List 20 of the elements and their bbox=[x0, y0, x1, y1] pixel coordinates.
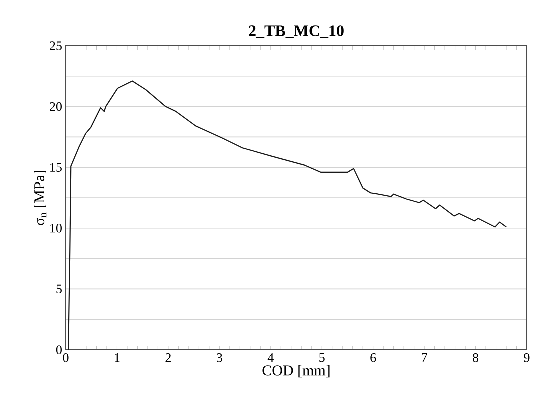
chart-title: 2_TB_MC_10 bbox=[249, 26, 344, 38]
x-tick-label: 4 bbox=[268, 354, 274, 362]
x-tick-label: 6 bbox=[370, 354, 376, 362]
x-tick-label: 7 bbox=[422, 354, 428, 362]
x-tick-label: 0 bbox=[63, 354, 69, 362]
x-tick-label: 5 bbox=[320, 354, 325, 362]
x-tick-label: 3 bbox=[217, 354, 222, 362]
x-axis-title: COD [mm] bbox=[262, 365, 330, 378]
line-series bbox=[68, 80, 508, 350]
y-tick-label: 25 bbox=[50, 42, 62, 50]
y-axis-title: σ$_{n}$ [MPa] bbox=[34, 171, 47, 226]
y-tick-label: 5 bbox=[56, 284, 62, 294]
x-tick-label: 8 bbox=[473, 354, 479, 362]
x-tick-label: 2 bbox=[166, 354, 171, 362]
y-tick-label: 20 bbox=[50, 102, 62, 112]
x-tick-label: 9 bbox=[524, 354, 530, 362]
y-tick-label: 10 bbox=[50, 224, 62, 233]
x-tick-label: 1 bbox=[115, 354, 120, 362]
y-tick-label: 15 bbox=[50, 163, 62, 172]
y-tick-label: 0 bbox=[56, 346, 62, 354]
